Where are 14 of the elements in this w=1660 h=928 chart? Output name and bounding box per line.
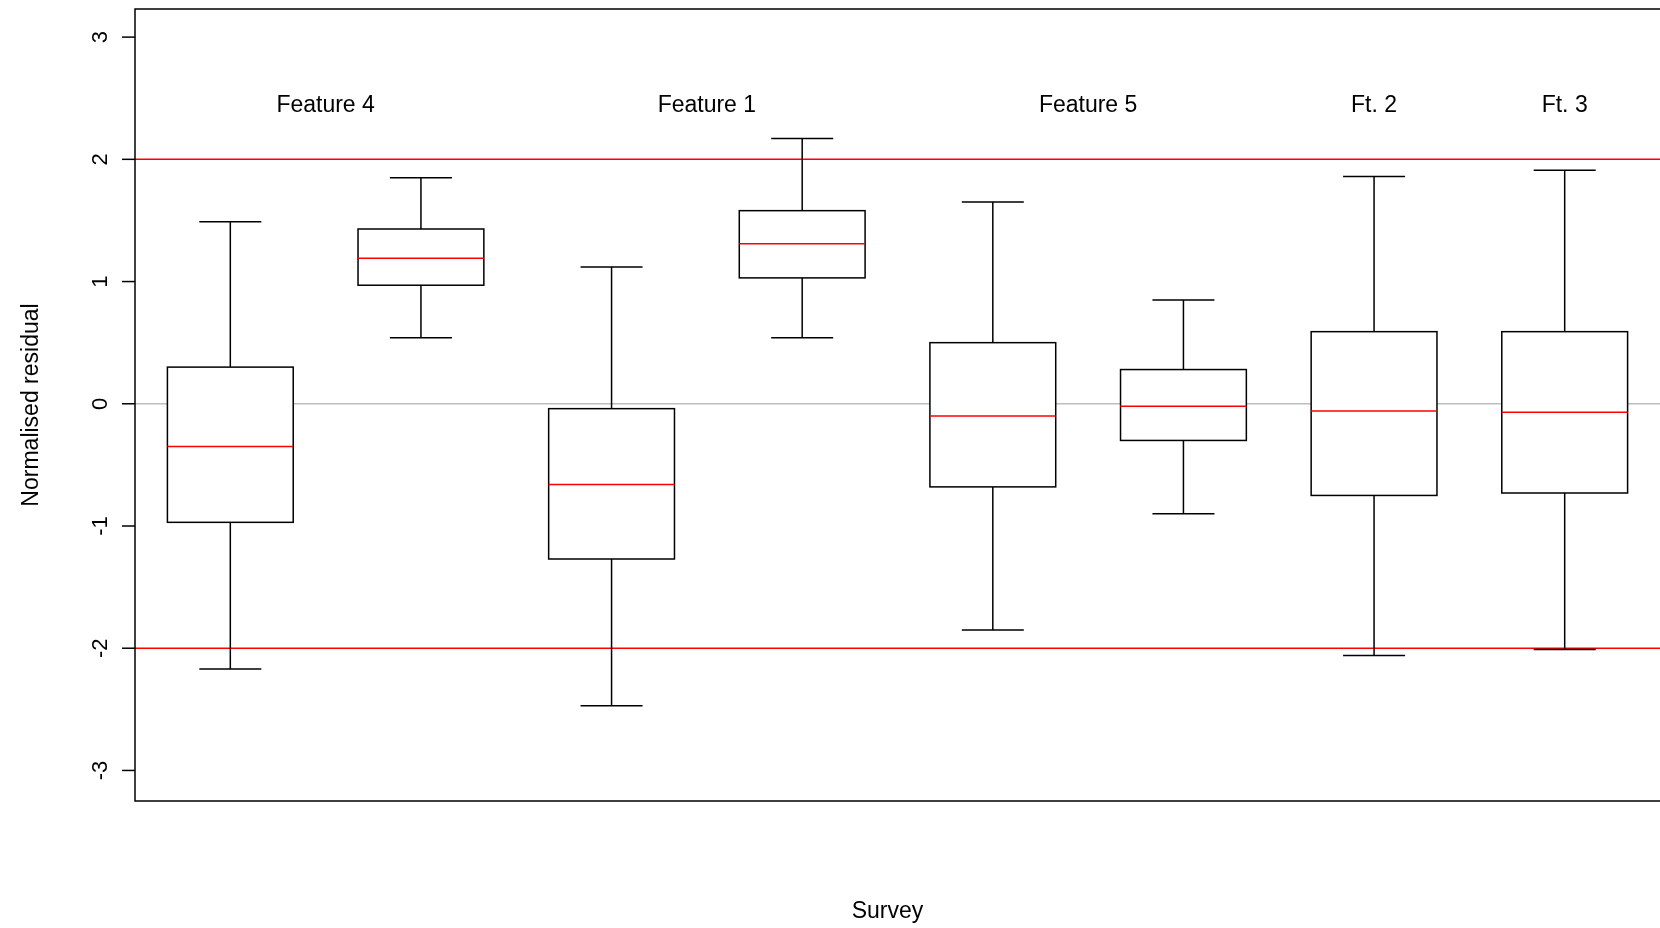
annotation: Feature 1 xyxy=(657,91,757,118)
y-tick-label: -3 xyxy=(87,760,112,781)
y-tick-label: -1 xyxy=(87,516,112,536)
y-axis-title: Normalised residual xyxy=(17,303,43,507)
y-tick-label: 2 xyxy=(87,153,112,166)
y-tick-label: 3 xyxy=(87,30,112,44)
y-tick-label: -2 xyxy=(87,638,112,658)
annotation: Ft. 2 xyxy=(1351,91,1398,118)
y-tick-label: 1 xyxy=(87,275,112,288)
x-axis-title: Survey xyxy=(851,897,924,923)
y-tick-label: 0 xyxy=(87,397,112,410)
annotation: Ft. 3 xyxy=(1541,91,1588,118)
annotation: Feature 5 xyxy=(1038,91,1138,118)
annotation: Feature 4 xyxy=(276,91,376,118)
